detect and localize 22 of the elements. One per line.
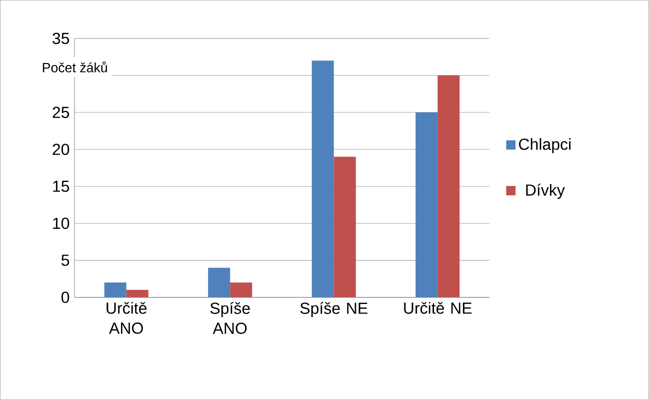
bar bbox=[208, 268, 230, 298]
bar bbox=[104, 282, 126, 298]
bar bbox=[230, 282, 252, 298]
x-tick-label: Určitě ANO bbox=[106, 302, 147, 334]
x-tick-label: Spíše ANO bbox=[210, 302, 250, 334]
y-axis-title: Počet žáků bbox=[42, 62, 107, 72]
legend-label: Dívky bbox=[526, 184, 565, 200]
legend-label: Chlapci bbox=[519, 138, 570, 154]
x-tick-label: Určitě NE bbox=[404, 302, 472, 314]
y-tick-label: 5 bbox=[62, 254, 70, 266]
y-tick-label: 0 bbox=[61, 292, 70, 304]
bar bbox=[438, 76, 460, 298]
y-tick-label: 15 bbox=[53, 180, 70, 192]
bar bbox=[312, 60, 334, 298]
bar bbox=[126, 290, 148, 298]
y-tick-label: 35 bbox=[52, 32, 70, 44]
bar bbox=[334, 156, 356, 298]
y-tick-label: 10 bbox=[53, 218, 70, 230]
x-tick-label: Spíše NE bbox=[300, 302, 368, 318]
bar bbox=[416, 112, 438, 298]
y-tick-label: 20 bbox=[52, 144, 70, 156]
y-tick-label: 25 bbox=[52, 106, 70, 118]
